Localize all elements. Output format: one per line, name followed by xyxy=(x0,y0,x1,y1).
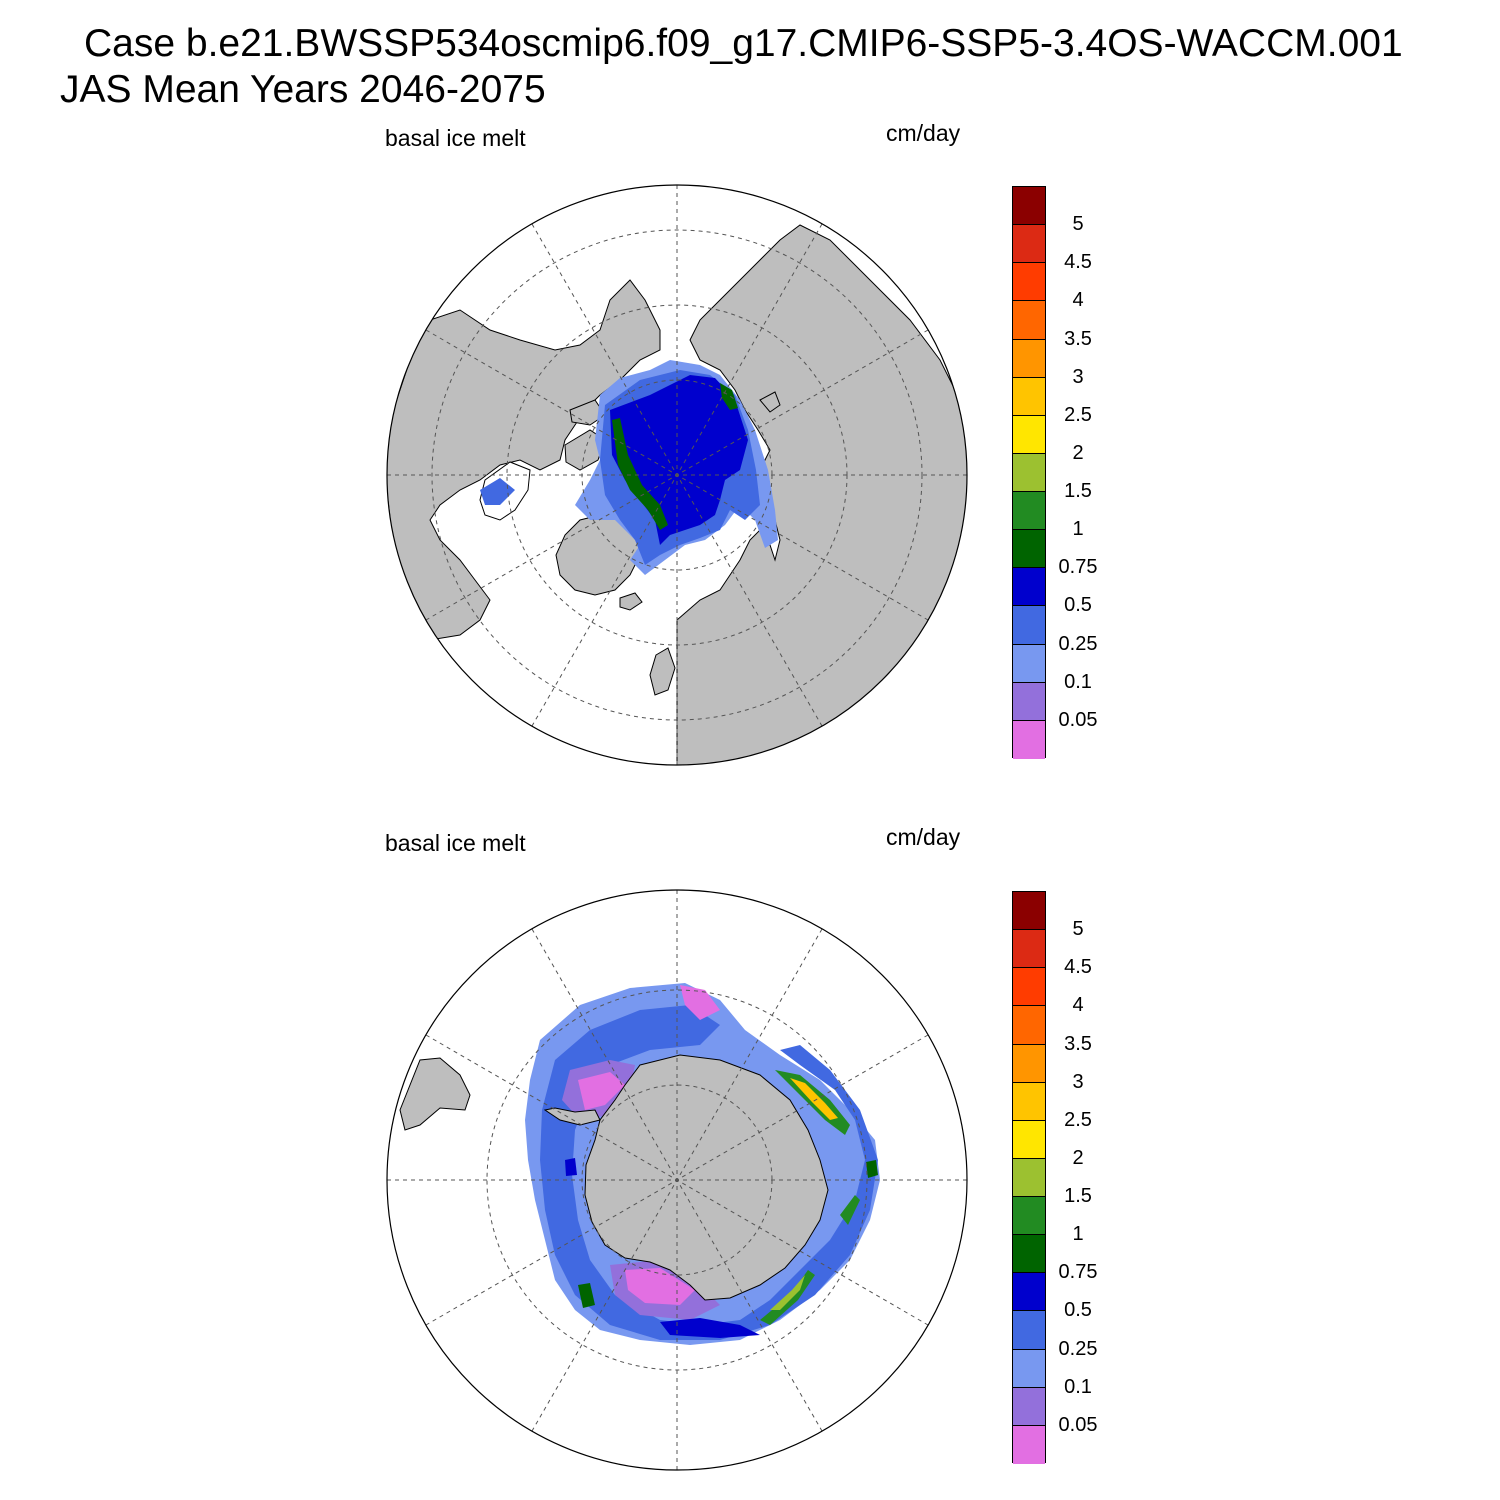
south-colorbar-segment xyxy=(1013,1082,1045,1121)
south-colorbar-segment xyxy=(1013,1006,1045,1045)
north-colorbar-segment xyxy=(1013,377,1045,416)
north-colorbar-segment xyxy=(1013,492,1045,531)
north-colorbar-tick-label: 0.1 xyxy=(1064,670,1092,693)
south-panel-variable-label: basal ice melt xyxy=(385,830,526,856)
south-colorbar-segment xyxy=(1013,1158,1045,1197)
south-colorbar-segment xyxy=(1013,930,1045,969)
south-colorbar-segment xyxy=(1013,968,1045,1007)
north-colorbar-tick-label: 5 xyxy=(1072,213,1084,236)
south-colorbar-segment xyxy=(1013,1235,1045,1274)
south-colorbar-segment xyxy=(1013,1349,1045,1388)
svalbard-island xyxy=(759,391,781,413)
north-panel-units-label: cm/day xyxy=(886,120,961,146)
south-colorbar-tick-label: 0.1 xyxy=(1064,1375,1092,1398)
north-colorbar-tick-label: 0.5 xyxy=(1064,594,1092,617)
south-colorbar-tick-label: 3 xyxy=(1072,1070,1084,1093)
east-high-melt-spot xyxy=(866,1160,878,1178)
uk-islands xyxy=(649,647,676,696)
north-colorbar-segment xyxy=(1013,568,1045,607)
south-colorbar-segment xyxy=(1013,1311,1045,1350)
north-colorbar-tick-label: 0.25 xyxy=(1058,632,1098,655)
figure-title-case: Case b.e21.BWSSP534oscmip6.f09_g17.CMIP6… xyxy=(84,22,1403,65)
south-colorbar-tick-label: 0.5 xyxy=(1064,1299,1092,1322)
north-colorbar-segment xyxy=(1013,682,1045,721)
north-colorbar-tick-label: 2.5 xyxy=(1064,403,1092,426)
north-colorbar-segment xyxy=(1013,339,1045,378)
australian-sector-high-melt xyxy=(840,1195,860,1225)
arctic-melt-green-edge xyxy=(612,383,738,530)
north-colorbar-tick-label: 0.05 xyxy=(1058,708,1098,731)
south-colorbar-tick-label: 0.25 xyxy=(1058,1337,1098,1360)
south-colorbar-segment xyxy=(1013,1425,1045,1464)
indian-sector-peak-melt xyxy=(790,1078,838,1120)
south-colorbar-tick-label: 3.5 xyxy=(1064,1032,1092,1055)
figure-title-period: JAS Mean Years 2046-2075 xyxy=(60,68,546,111)
south-colorbar-segment xyxy=(1013,1387,1045,1426)
north-colorbar-segment xyxy=(1013,415,1045,454)
antarctic-map-border xyxy=(386,889,968,1471)
south-colorbar-tick-label: 0.75 xyxy=(1058,1261,1098,1284)
south-colorbar-tick-label: 4 xyxy=(1072,994,1084,1017)
south-colorbar-segment xyxy=(1013,892,1045,931)
ross-lowest-melt xyxy=(625,1268,695,1305)
bering-melt xyxy=(480,478,515,505)
arctic-map xyxy=(387,185,967,765)
north-colorbar-tick-label: 0.75 xyxy=(1058,556,1098,579)
south-colorbar-segment xyxy=(1013,1197,1045,1236)
south-panel-units-label: cm/day xyxy=(886,824,961,850)
ross-ice-edge-blue xyxy=(660,1318,760,1338)
north-colorbar-tick-label: 1.5 xyxy=(1064,480,1092,503)
arctic-graticule xyxy=(387,185,967,765)
south-colorbar-segment xyxy=(1013,1120,1045,1159)
arctic-map-border xyxy=(386,184,968,766)
south-colorbar-tick-label: 5 xyxy=(1072,918,1084,941)
north-colorbar-tick-label: 3.5 xyxy=(1064,327,1092,350)
south-colorbar-tick-label: 2 xyxy=(1072,1146,1084,1169)
south-america-tip xyxy=(399,1057,471,1131)
pacific-sector-lowest-melt xyxy=(680,985,720,1020)
north-colorbar-tick-label: 1 xyxy=(1072,518,1084,541)
iceland-island xyxy=(619,592,643,611)
antarctic-map xyxy=(387,890,967,1470)
amundsen-high-melt-spot xyxy=(578,1283,595,1308)
antarctica-landmass xyxy=(584,1054,829,1301)
north-colorbar-segment xyxy=(1013,606,1045,645)
south-colorbar xyxy=(1012,891,1046,1464)
north-colorbar-segment xyxy=(1013,720,1045,759)
weddell-lowest-melt xyxy=(578,1072,625,1110)
north-colorbar-segment xyxy=(1013,530,1045,569)
north-colorbar-tick-label: 4 xyxy=(1072,289,1084,312)
north-colorbar xyxy=(1012,186,1046,759)
north-colorbar-segment xyxy=(1013,187,1045,226)
north-colorbar-segment xyxy=(1013,225,1045,264)
north-colorbar-segment xyxy=(1013,301,1045,340)
south-colorbar-segment xyxy=(1013,1044,1045,1083)
north-colorbar-tick-label: 2 xyxy=(1072,441,1084,464)
north-colorbar-segment xyxy=(1013,263,1045,302)
north-panel-variable-label: basal ice melt xyxy=(385,125,526,151)
north-america-landmass xyxy=(387,279,661,641)
north-colorbar-segment xyxy=(1013,644,1045,683)
south-colorbar-tick-label: 1 xyxy=(1072,1223,1084,1246)
south-colorbar-tick-label: 1.5 xyxy=(1064,1185,1092,1208)
south-colorbar-tick-label: 0.05 xyxy=(1058,1413,1098,1436)
weddell-blue-spot xyxy=(565,1158,577,1176)
north-colorbar-tick-label: 3 xyxy=(1072,365,1084,388)
north-colorbar-tick-label: 4.5 xyxy=(1064,251,1092,274)
south-colorbar-tick-label: 4.5 xyxy=(1064,956,1092,979)
antarctic-graticule xyxy=(387,890,967,1470)
north-colorbar-segment xyxy=(1013,453,1045,492)
south-colorbar-tick-label: 2.5 xyxy=(1064,1108,1092,1131)
south-colorbar-segment xyxy=(1013,1273,1045,1312)
